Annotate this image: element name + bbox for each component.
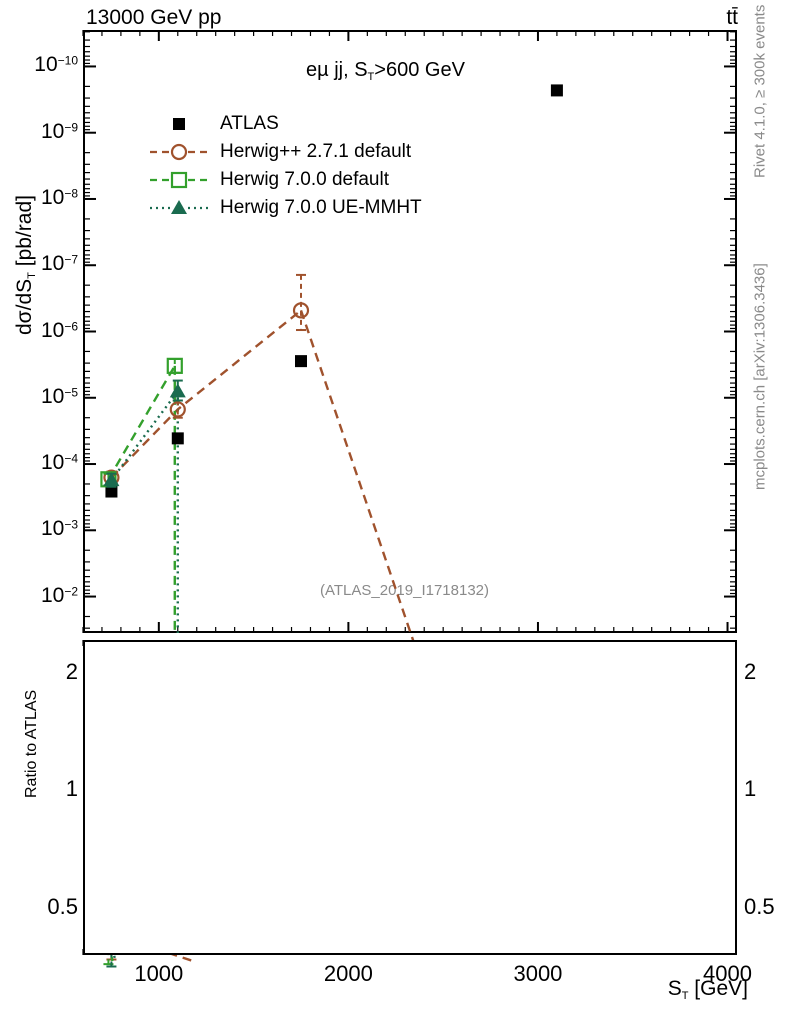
legend-item-4[interactable]: Herwig 7.0.0 UE-MMHT: [150, 194, 480, 222]
ratio-ytick-label-left: 2: [65, 659, 78, 685]
main-plot-panel: [83, 30, 737, 633]
xtick-label: 1000: [134, 961, 184, 986]
ratio-ytick-label-right: 1: [744, 776, 757, 802]
series-line: [110, 390, 179, 481]
data-point: [292, 302, 310, 319]
legend-item-3[interactable]: Herwig 7.0.0 default: [150, 166, 480, 194]
series-line: [107, 365, 176, 480]
legend-marker-square-filled: [173, 118, 185, 130]
legend-item-2[interactable]: Herwig++ 2.7.1 default: [150, 138, 480, 166]
xaxis-label: ST [GeV]: [668, 978, 748, 1002]
series-line-dropoff: [299, 309, 426, 674]
ratio-ytick-label-left: 1: [65, 776, 78, 802]
xaxis-label-pre: S: [667, 977, 682, 1000]
data-point: [171, 432, 184, 445]
legend-label: Herwig 7.0.0 UE-MMHT: [220, 197, 422, 218]
xaxis-label-sub: T: [681, 989, 689, 1002]
main-ytick-label: 10−6: [40, 318, 78, 342]
xtick-label: 3000: [513, 961, 563, 986]
xaxis-label-post: [GeV]: [688, 977, 748, 1000]
data-point: [295, 355, 307, 368]
main-ytick-label: 10−9: [40, 119, 78, 143]
cut-label-sub: T: [367, 70, 375, 83]
data-point: [103, 472, 120, 487]
legend-marker-triangle-filled: [150, 200, 208, 214]
legend-label: ATLAS: [220, 113, 279, 134]
ratio-plot-panel: [83, 640, 737, 955]
ratio-ytick-label-right: 2: [744, 659, 757, 685]
legend: ATLAS Herwig++ 2.7.1 default Herwig 7.0.0 …: [150, 110, 480, 222]
cut-label-post: >600 GeV: [374, 59, 465, 81]
data-point: [166, 357, 183, 374]
main-ytick-label: 10−5: [40, 384, 78, 408]
series-line: [110, 309, 302, 479]
main-ytick-label: 10−8: [40, 185, 78, 209]
data-point: [169, 401, 186, 418]
main-ytick-label: 10−4: [40, 451, 78, 475]
ratio-ylabel-text: Ratio to ATLAS: [23, 689, 40, 798]
data-point: [105, 485, 118, 498]
legend-marker-square-open: [150, 171, 208, 189]
cut-label-pre: eµ jj, S: [306, 59, 368, 81]
ratio-ytick-label-left: 0.5: [47, 893, 78, 919]
legend-label: Herwig++ 2.7.1 default: [220, 141, 412, 162]
main-ytick-label: 10−10: [34, 53, 78, 77]
ratio-ytick-label-right: 0.5: [744, 893, 775, 919]
header-right: tt̄: [726, 6, 738, 29]
header-left: 13000 GeV pp: [86, 6, 222, 29]
main-ytick-label: 10−7: [40, 252, 78, 276]
xtick-label: 2000: [323, 961, 373, 986]
dataset-watermark: (ATLAS_2019_I1718132): [320, 582, 490, 599]
xtick-label: 4000: [703, 961, 752, 986]
data-point: [169, 383, 186, 398]
cut-label: eµ jj, ST>600 GeV: [306, 60, 465, 83]
legend-marker-circle-open: [150, 143, 208, 161]
main-ytick-label: 10−3: [40, 517, 78, 541]
legend-label: Herwig 7.0.0 default: [220, 169, 389, 190]
data-point: [550, 84, 563, 97]
legend-item-1[interactable]: ATLAS: [150, 110, 480, 138]
main-ytick-label: 10−2: [40, 583, 78, 607]
